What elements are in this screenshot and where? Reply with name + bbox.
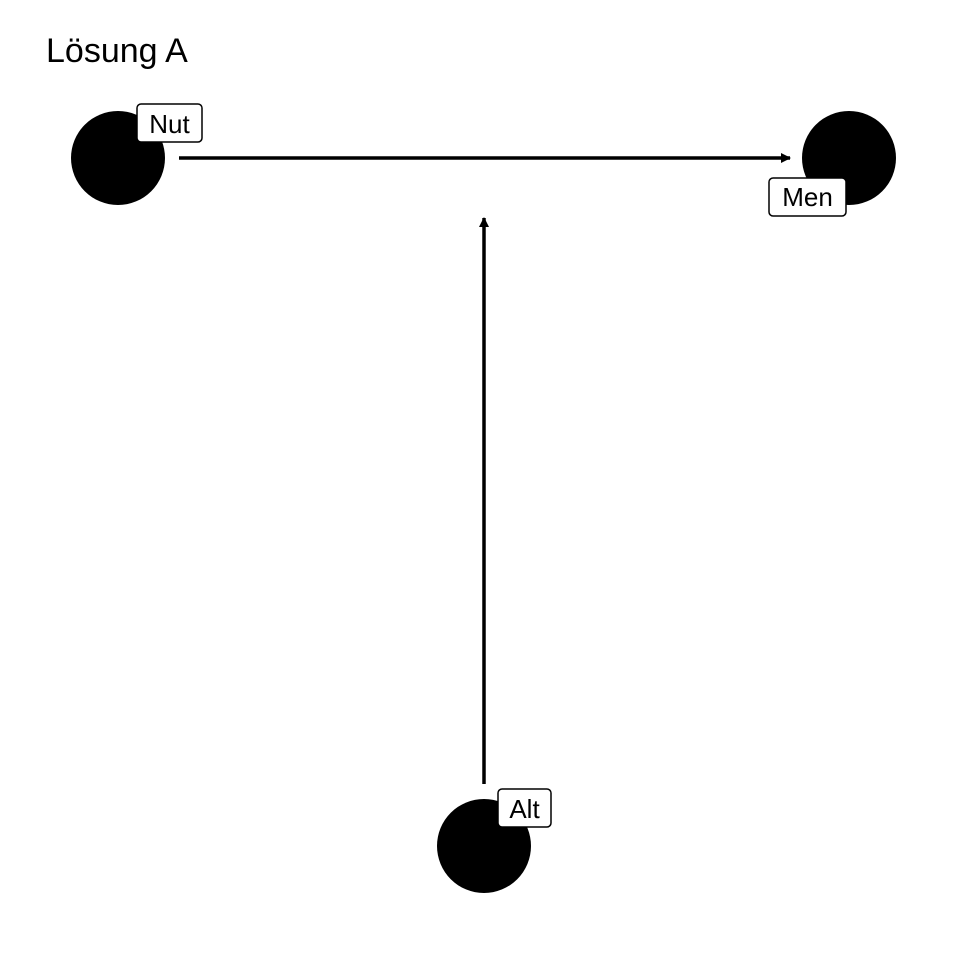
node-label-men-text: Men: [782, 182, 833, 212]
node-label-nut-text: Nut: [149, 109, 190, 139]
node-label-men: Men: [768, 177, 847, 217]
diagram-title: Lösung A: [46, 32, 188, 70]
node-label-nut: Nut: [136, 103, 203, 143]
node-label-alt-text: Alt: [509, 794, 540, 824]
node-label-alt: Alt: [497, 788, 552, 828]
